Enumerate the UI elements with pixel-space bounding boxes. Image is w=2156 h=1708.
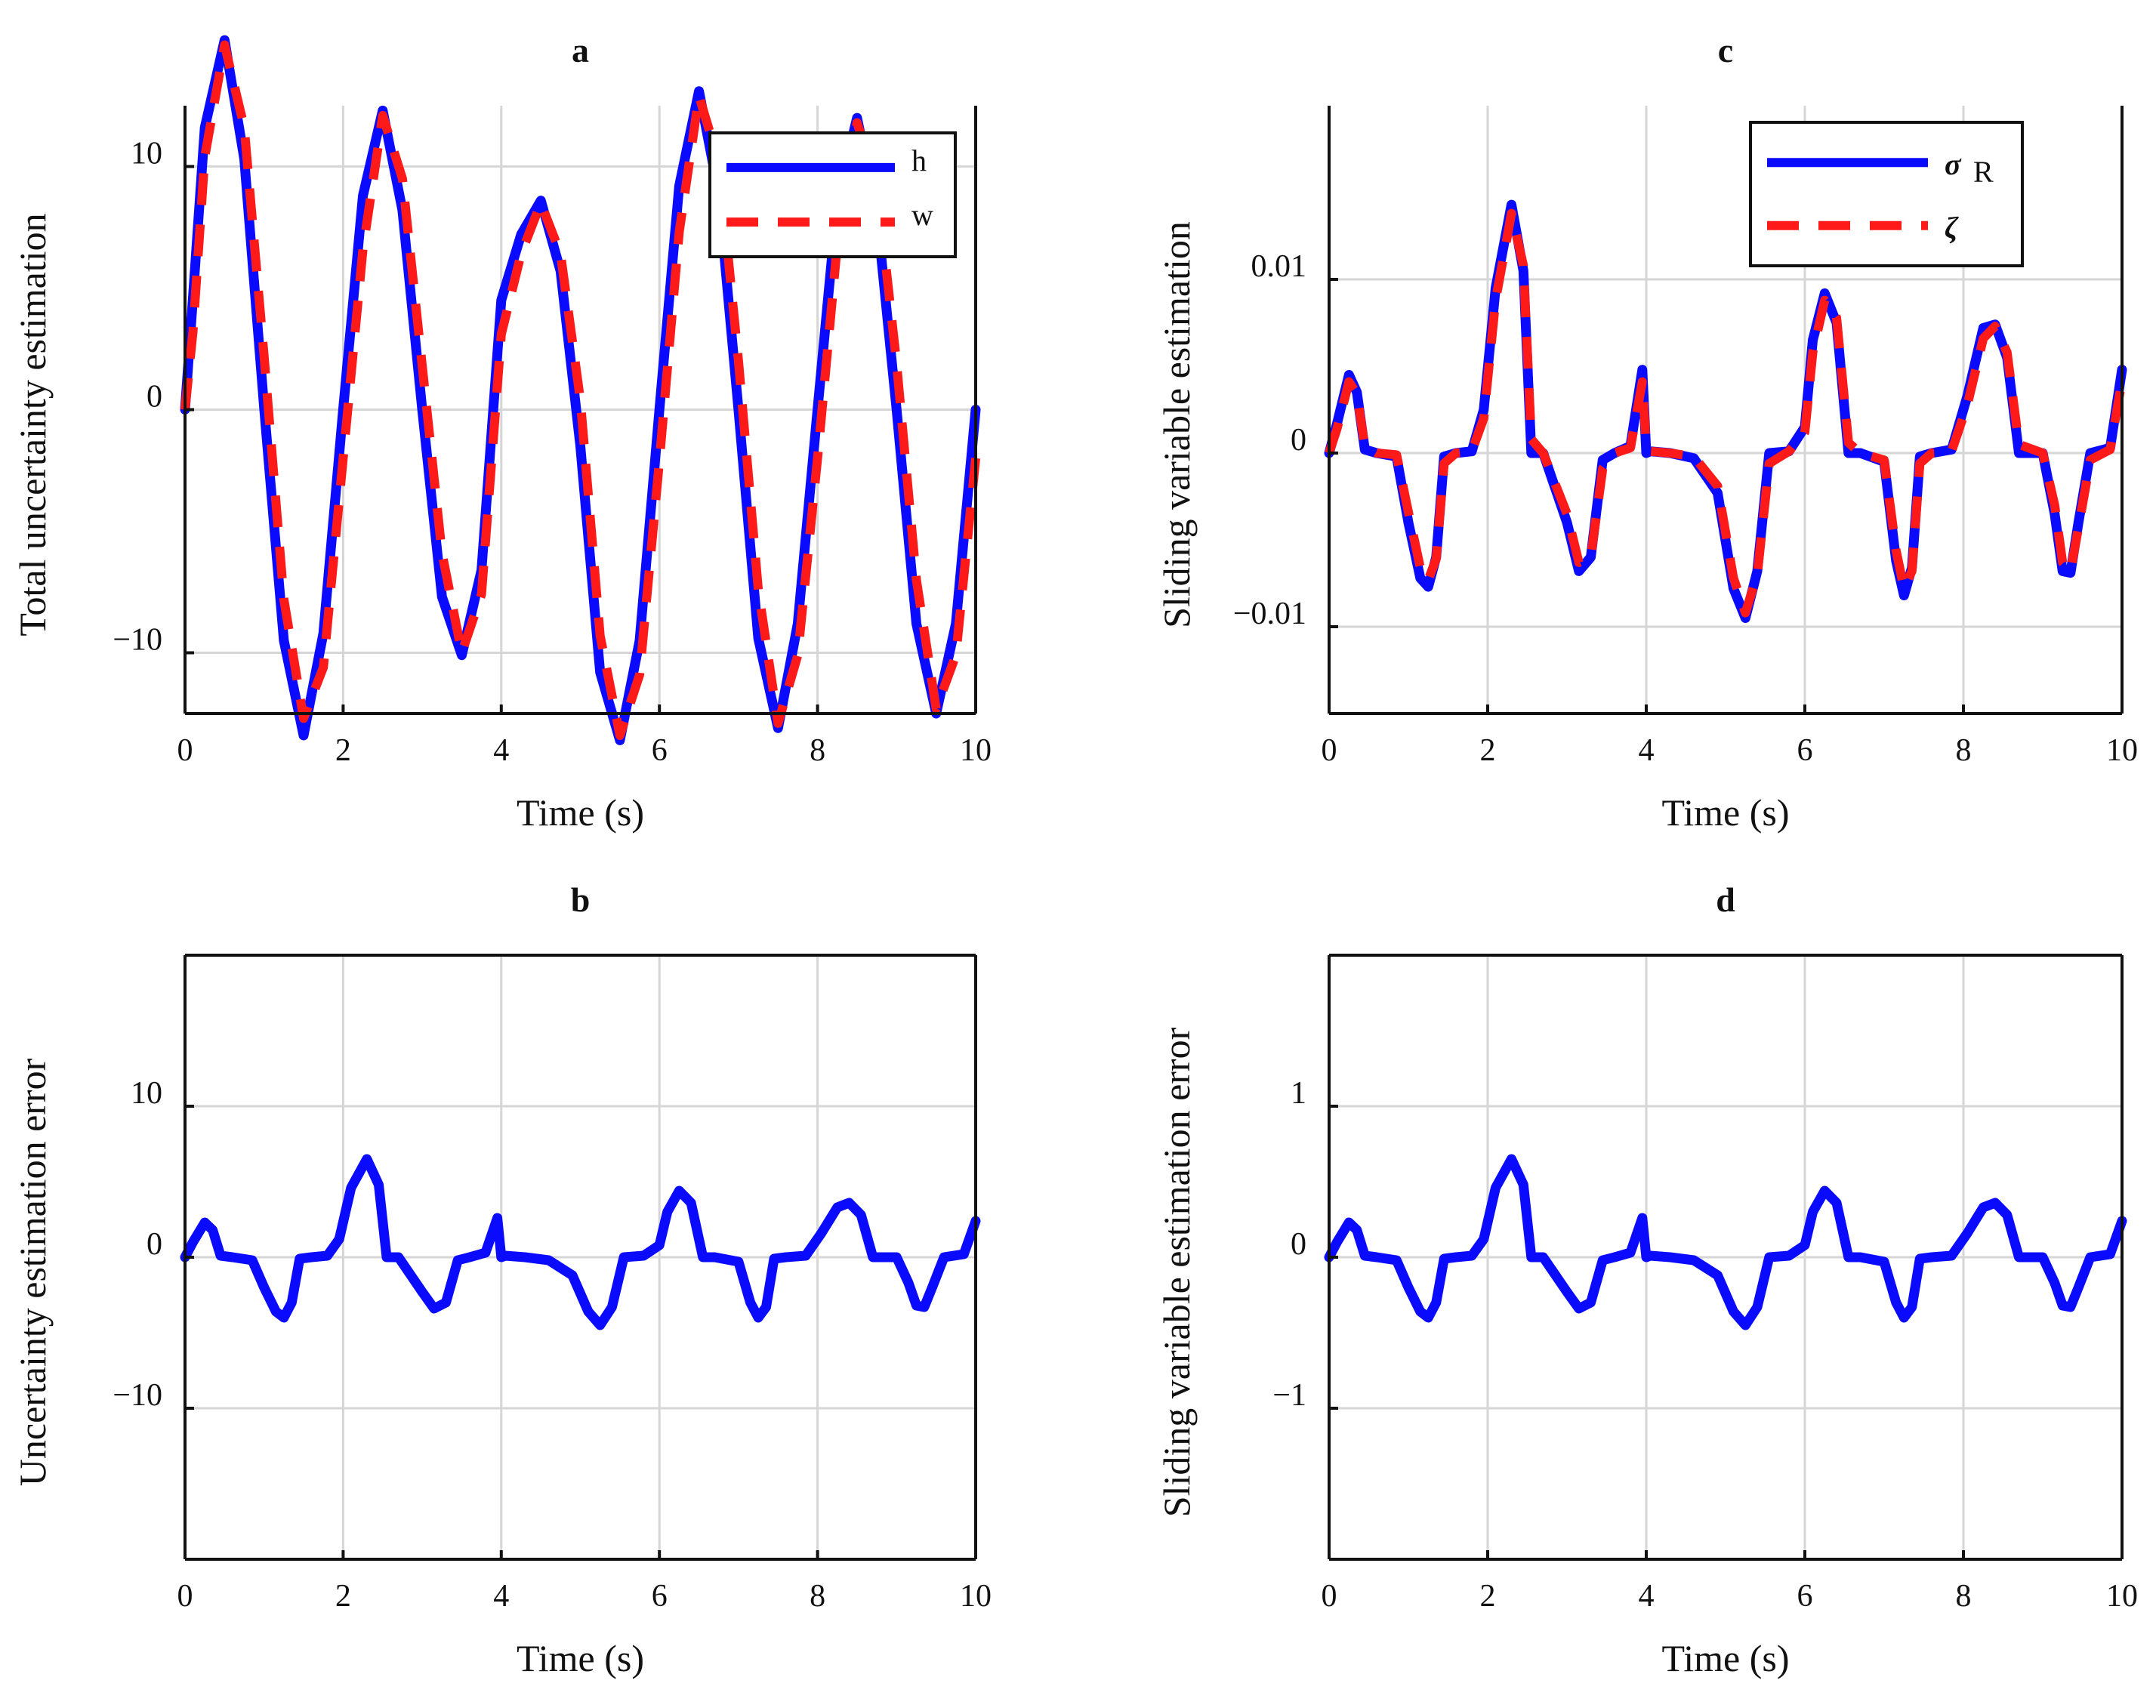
y-tick-label: 0 <box>147 380 162 415</box>
series-line-1 <box>1324 1154 2127 1330</box>
series-line-2 <box>1325 208 2127 618</box>
y-axis-label: Sliding variable estimation error <box>1155 1027 1198 1517</box>
panel-title: c <box>1718 31 1733 69</box>
x-tick-label: 4 <box>493 1579 509 1614</box>
x-axis-label: Time (s) <box>517 1637 644 1679</box>
legend-label: ζ <box>1945 211 1959 245</box>
x-tick-label: 6 <box>1797 1579 1813 1614</box>
x-tick-label: 2 <box>1480 1579 1496 1614</box>
x-tick-label: 4 <box>1639 1579 1655 1614</box>
y-tick-label: −10 <box>113 1378 162 1413</box>
legend-box <box>708 131 957 258</box>
series-line-1 <box>180 1154 981 1330</box>
y-tick-label: 10 <box>131 1076 162 1111</box>
x-tick-label: 0 <box>177 733 193 768</box>
x-axis-label: Time (s) <box>1661 1637 1789 1679</box>
x-tick-label: 10 <box>960 1579 992 1614</box>
y-axis-label: Total uncertainty estimation <box>11 213 54 636</box>
x-tick-label: 8 <box>1956 733 1972 768</box>
legend-label: h <box>911 143 927 177</box>
panel-title: d <box>1716 880 1735 919</box>
x-tick-label: 6 <box>652 733 668 768</box>
y-tick-label: −10 <box>113 623 162 658</box>
x-tick-label: 2 <box>335 1579 351 1614</box>
panel-d: 0 2 4 6 8 10 −1 0 1 d Time (s) Sliding variable est… <box>1155 880 2138 1679</box>
legend-label: w <box>911 198 933 232</box>
x-tick-label: 2 <box>1480 733 1496 768</box>
panel-c: 0 2 4 6 8 10 −0.01 0 0.01 c Time (s) Sliding variab… <box>1155 31 2138 834</box>
legend: hw <box>708 131 957 258</box>
legend-label: σ <box>1945 147 1962 181</box>
legend: σ Rζ <box>1749 121 2024 267</box>
legend-label-subscript: R <box>1973 155 1994 189</box>
x-axis-label: Time (s) <box>517 791 644 834</box>
y-axis-label: Sliding variable estimation <box>1155 221 1198 628</box>
x-tick-label: 6 <box>1797 733 1813 768</box>
x-tick-label: 2 <box>335 733 351 768</box>
x-tick-label: 10 <box>960 733 992 768</box>
x-tick-label: 10 <box>2106 1579 2138 1614</box>
y-tick-label: 0 <box>147 1227 162 1262</box>
y-tick-label: 1 <box>1291 1076 1306 1111</box>
panel-title: a <box>572 31 589 69</box>
panel-title: b <box>571 880 591 919</box>
panel-b: 0 2 4 6 8 10 −10 0 10 b Time (s) Uncertainty estima… <box>11 880 992 1679</box>
y-tick-label: 0 <box>1291 423 1306 458</box>
y-tick-label: 10 <box>131 137 162 171</box>
y-tick-label: 0.01 <box>1251 249 1307 284</box>
y-tick-label: −1 <box>1272 1378 1306 1413</box>
y-tick-label: 0 <box>1291 1227 1306 1262</box>
x-tick-label: 10 <box>2106 733 2138 768</box>
x-tick-label: 0 <box>1322 733 1337 768</box>
x-tick-label: 0 <box>177 1579 193 1614</box>
x-tick-label: 6 <box>652 1579 668 1614</box>
legend-box <box>1749 121 2024 267</box>
x-tick-label: 4 <box>493 733 509 768</box>
panel-a: 0 2 4 6 8 10 −10 0 10 a Time (s) Total uncertainty … <box>11 31 992 834</box>
x-axis-label: Time (s) <box>1661 791 1789 834</box>
x-tick-label: 8 <box>1956 1579 1972 1614</box>
x-tick-label: 8 <box>810 733 825 768</box>
x-tick-label: 8 <box>810 1579 825 1614</box>
y-axis-label: Uncertainty estimation error <box>11 1058 54 1486</box>
x-tick-label: 4 <box>1639 733 1655 768</box>
y-tick-label: −0.01 <box>1233 597 1306 631</box>
x-tick-label: 0 <box>1322 1579 1337 1614</box>
